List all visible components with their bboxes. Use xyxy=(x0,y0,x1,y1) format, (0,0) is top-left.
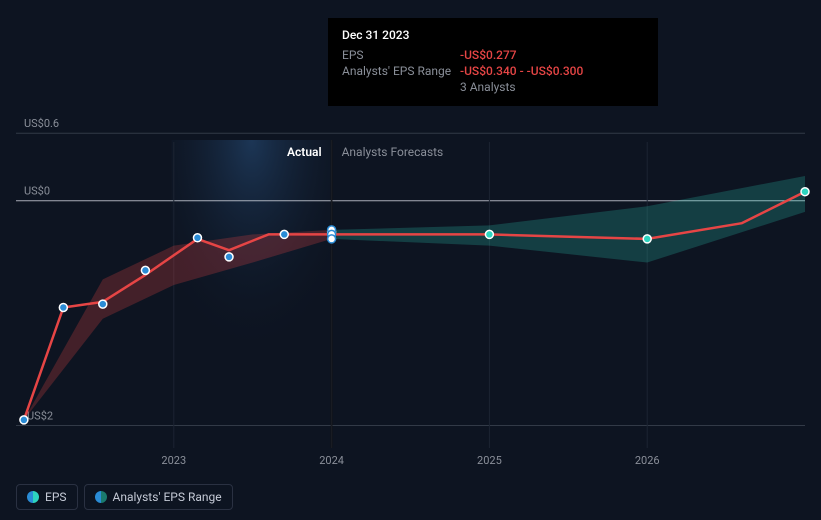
eps-marker-actual xyxy=(99,300,107,308)
legend-label: Analysts' EPS Range xyxy=(113,490,222,504)
y-axis-label: US$0 xyxy=(24,185,50,198)
legend-item[interactable]: EPS xyxy=(16,484,78,510)
eps-chart: US$0.6US$0-US$22023202420252026ActualAna… xyxy=(0,0,821,520)
eps-marker-forecast xyxy=(485,230,493,238)
section-label-forecast: Analysts Forecasts xyxy=(342,145,444,159)
tooltip-row-value: 3 Analysts xyxy=(460,80,516,94)
tooltip-row-value: -US$0.277 xyxy=(460,48,517,62)
tooltip-row-label xyxy=(342,80,460,94)
legend-swatch-icon xyxy=(27,491,39,503)
eps-marker-hover xyxy=(328,235,336,243)
eps-marker-actual xyxy=(225,253,233,261)
legend-item[interactable]: Analysts' EPS Range xyxy=(84,484,233,510)
tooltip-row: EPS-US$0.277 xyxy=(342,48,644,62)
eps-marker-actual xyxy=(141,266,149,274)
tooltip-row: 3 Analysts xyxy=(342,80,644,94)
eps-marker-actual xyxy=(20,416,28,424)
tooltip-row-label: EPS xyxy=(342,48,460,62)
chart-legend: EPS Analysts' EPS Range xyxy=(16,484,233,510)
eps-marker-actual xyxy=(193,234,201,242)
legend-swatch-icon xyxy=(95,491,107,503)
y-axis-label: US$0.6 xyxy=(24,117,59,130)
chart-tooltip: Dec 31 2023 EPS-US$0.277Analysts' EPS Ra… xyxy=(328,18,658,106)
eps-marker-forecast xyxy=(801,188,809,196)
eps-marker-actual xyxy=(280,230,288,238)
x-axis-label: 2023 xyxy=(161,454,186,467)
tooltip-row: Analysts' EPS Range-US$0.340 - -US$0.300 xyxy=(342,64,644,78)
legend-label: EPS xyxy=(45,490,67,504)
tooltip-date: Dec 31 2023 xyxy=(342,28,644,42)
x-axis-label: 2026 xyxy=(635,454,660,467)
eps-marker-forecast xyxy=(643,235,651,243)
tooltip-row-value: -US$0.340 - -US$0.300 xyxy=(460,64,583,78)
section-label-actual: Actual xyxy=(287,145,322,159)
x-axis-label: 2024 xyxy=(319,454,344,467)
tooltip-row-label: Analysts' EPS Range xyxy=(342,64,460,78)
x-axis-label: 2025 xyxy=(477,454,502,467)
eps-marker-actual xyxy=(59,303,67,311)
